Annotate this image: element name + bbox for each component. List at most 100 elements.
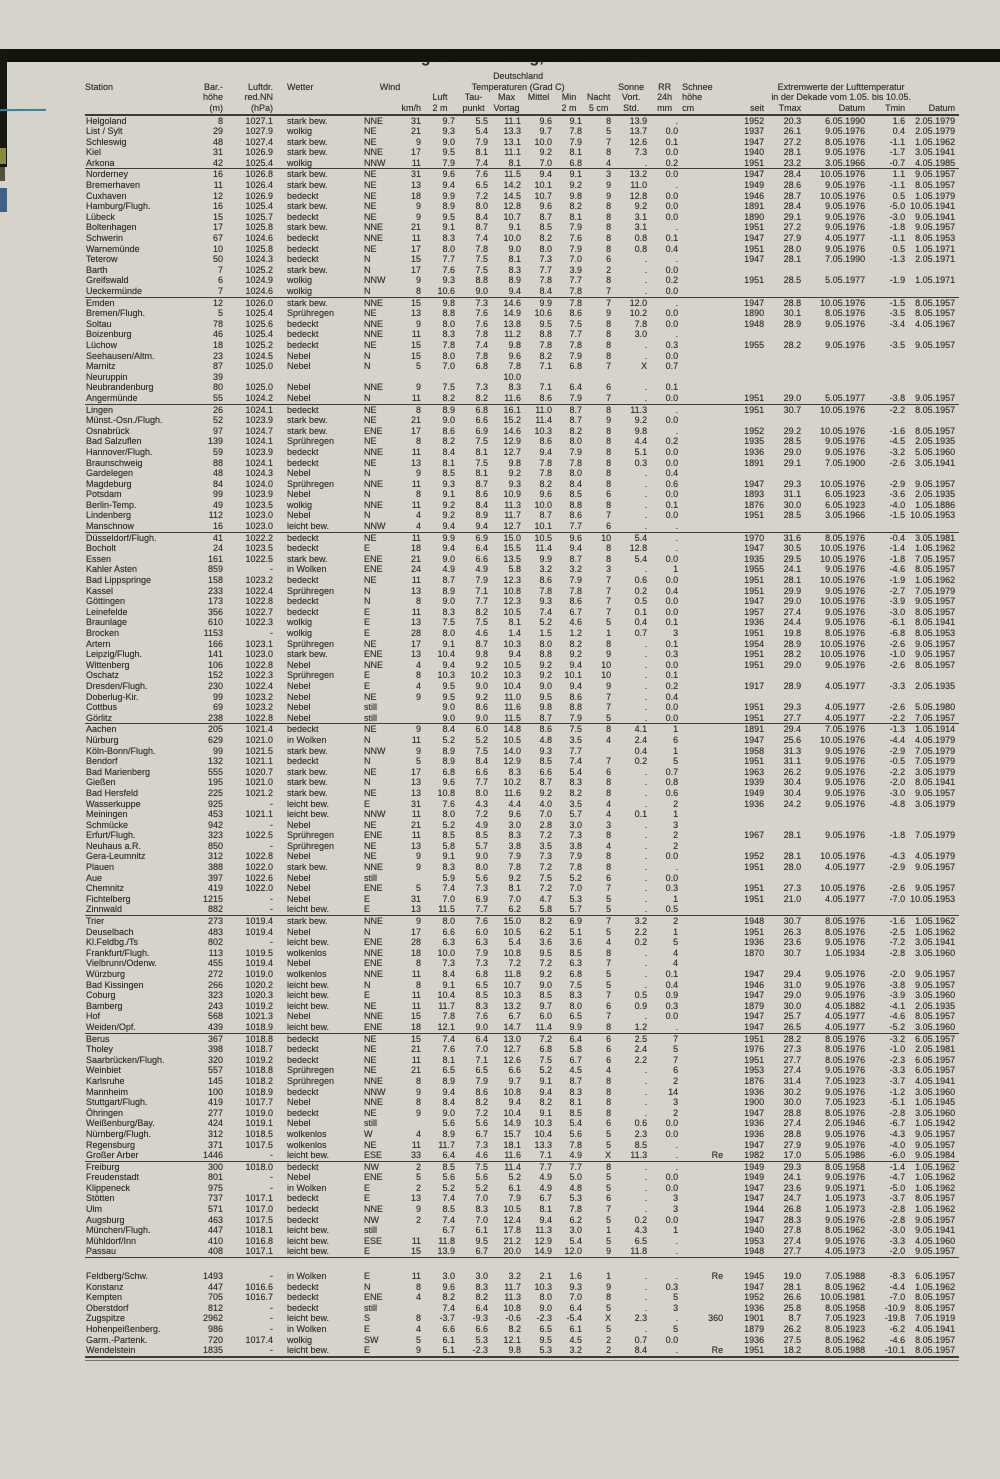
cell-luftdruck_hpa: - <box>270 1172 273 1183</box>
table-row: Bad Kissingen 266 1020.2 leicht bew. N 8 9.1 6.… <box>85 980 959 991</box>
cell-seit: 1949 <box>744 787 765 798</box>
cell-schnee_cm <box>682 479 727 490</box>
cell-min_2m: 9.2 <box>569 180 583 191</box>
cell-sonne_vort_std: . <box>644 712 648 723</box>
cell-station: Zugspitze <box>86 1313 126 1324</box>
cell-nacht_5cm: 7 <box>606 585 612 596</box>
cell-wetter: leicht bew. <box>287 1021 330 1032</box>
cell-tmin_datum: 8.05.1957 <box>915 404 956 415</box>
cell-rr_24h_mm: 1 <box>673 564 679 575</box>
cell-tmax <box>768 820 805 831</box>
station-group: Emden 12 1026.0 stark bew. NNE 15 9.8 7.3 14.6 9.… <box>85 297 960 404</box>
table-row: Lüchow 18 1025.2 bedeckt NE 15 7.8 7.4 9.8 7.8 7.8… <box>85 340 959 351</box>
cell-taupunkt: 8.7 <box>475 478 489 489</box>
cell-mittel: 5.2 <box>539 617 553 628</box>
cell-luftdruck_hpa: 1017.5 <box>245 1139 273 1150</box>
cell-tmin: -3.5 <box>889 339 906 350</box>
cell-taupunkt: 5.3 <box>475 1334 489 1345</box>
cell-hoehe_m: 439 <box>207 1021 223 1032</box>
cell-tmax: 28.1 <box>783 147 802 158</box>
cell-schnee_cm <box>682 586 727 597</box>
cell-seit: 1940 <box>744 147 765 158</box>
cell-luftdruck_hpa: - <box>270 564 273 575</box>
cell-nacht_5cm: 4 <box>606 840 612 851</box>
cell-taupunkt: 6.7 <box>475 1128 489 1139</box>
cell-nacht_5cm: 8 <box>606 115 612 126</box>
cell-wind_richtung: NE <box>364 180 377 191</box>
header-spacer <box>359 92 425 103</box>
cell-luft_2m: 8.9 <box>442 585 456 596</box>
cell-rr_24h_mm: 2 <box>673 1107 679 1118</box>
cell-tmax: 28.3 <box>783 1214 802 1225</box>
table-row: Vielbrunn/Odenw. 455 1019.4 Nebel ENE 8 7.3 7.3… <box>85 958 959 969</box>
cell-luft_2m: 8.2 <box>442 392 456 403</box>
cell-mittel: 8.2 <box>539 1097 553 1108</box>
cell-luft_2m: 8.9 <box>442 404 456 415</box>
cell-sonne_vort_std: . <box>644 1172 648 1183</box>
cell-wind_kmh: 11 <box>411 532 422 543</box>
cell-mittel: 8.7 <box>539 777 553 788</box>
cell-wind_kmh: 15 <box>411 339 422 350</box>
cell-luft_2m: 9.4 <box>442 521 456 532</box>
cell-luftdruck_hpa: - <box>270 1324 273 1334</box>
cell-luft_2m: 9.6 <box>442 1281 456 1292</box>
cell-tmin_datum: 9.05.1957 <box>915 969 956 979</box>
cell-rr_24h_mm: 0.0 <box>665 702 679 713</box>
cell-nacht_5cm: 7 <box>606 510 612 521</box>
cell-wind_kmh: 8 <box>416 1281 422 1292</box>
cell-wetter: bedeckt <box>287 404 319 415</box>
cell-tmin: -4.0 <box>889 1139 906 1150</box>
cell-mittel: 9.0 <box>539 680 553 691</box>
cell-tmax_datum: 10.05.1976 <box>820 851 866 862</box>
cell-max_vortag: 17.8 <box>503 1225 522 1236</box>
table-row: Wendelstein 1835- leicht bew. E 9 5.1 -2.3 9.8 5… <box>85 1345 959 1357</box>
cell-taupunkt: 7.9 <box>475 947 489 958</box>
cell-luftdruck_hpa: 1023.9 <box>245 489 273 500</box>
cell-min_2m <box>556 372 586 383</box>
cell-sonne_vort_std: . <box>644 830 648 841</box>
cell-min_2m: 6.5 <box>569 1011 583 1022</box>
cell-max_vortag: 13.1 <box>503 136 522 147</box>
header-row-3: (m) (hPa) km/h 2 m punkt Vortag 2 m 5 cm… <box>85 103 959 115</box>
cell-luftdruck_hpa: 1023.0 <box>245 649 273 660</box>
cell-station: Leipzig/Flugh. <box>86 649 143 660</box>
cell-tmax: 29.3 <box>783 1161 802 1172</box>
cell-hoehe_m: 41 <box>212 532 223 543</box>
cell-tmin_datum: 4.05.1941 <box>915 1324 956 1334</box>
cell-wind_richtung: NW <box>364 1214 379 1225</box>
cell-min_2m: 6.7 <box>569 1054 583 1065</box>
cell-seit: 1954 <box>744 638 765 649</box>
table-row: Schmücke 942- Nebel NE 21 5.2 4.9 3.0 2.8 3.0 3. 3 <box>85 820 959 831</box>
cell-wind_kmh: 9 <box>416 1086 422 1097</box>
cell-wetter: bedeckt <box>287 724 319 735</box>
cell-schnee_cm <box>682 351 727 362</box>
cell-sonne_vort_std: 12.8 <box>629 190 648 201</box>
cell-hoehe_m: 5 <box>217 308 223 319</box>
cell-max_vortag: 10.5 <box>503 734 522 745</box>
cell-tmax: 20.3 <box>783 115 802 126</box>
cell-min_2m: 7.9 <box>569 392 583 403</box>
cell-wind_kmh: 21 <box>411 1065 422 1076</box>
cell-hoehe_m: 99 <box>212 691 223 702</box>
cell-min_2m: 8.3 <box>569 1086 583 1097</box>
cell-tmax: 26.6 <box>783 1292 802 1303</box>
station-group: Feldberg/Schw. 1493- in Wolken E 11 3.0 3.0 3.2… <box>85 1271 959 1357</box>
cell-tmin: 1.1 <box>892 169 906 180</box>
cell-luft_2m: 8.4 <box>442 1097 456 1108</box>
cell-luft_2m: 8.1 <box>442 457 456 468</box>
cell-tmax: 25.8 <box>783 1302 802 1313</box>
cell-tmax_datum: 1.05.1973 <box>825 1193 866 1204</box>
col-rr: RR <box>658 81 672 92</box>
cell-taupunkt: 7.0 <box>475 1044 489 1055</box>
cell-tmin: -2.5 <box>889 926 906 937</box>
cell-tmin: -6.8 <box>889 628 906 638</box>
cell-mittel: 9.3 <box>539 745 553 756</box>
cell-tmin_datum: 2.05.1971 <box>915 254 956 265</box>
cell-schnee_cm <box>682 1065 727 1076</box>
cell-wind_kmh: 4 <box>416 1324 422 1334</box>
cell-taupunkt: 7.5 <box>475 457 489 468</box>
cell-max_vortag: 10.7 <box>503 211 522 222</box>
cell-luft_2m: 12.1 <box>437 1021 456 1032</box>
cell-schnee_cm <box>682 904 727 915</box>
cell-tmax: 31.1 <box>783 756 802 767</box>
